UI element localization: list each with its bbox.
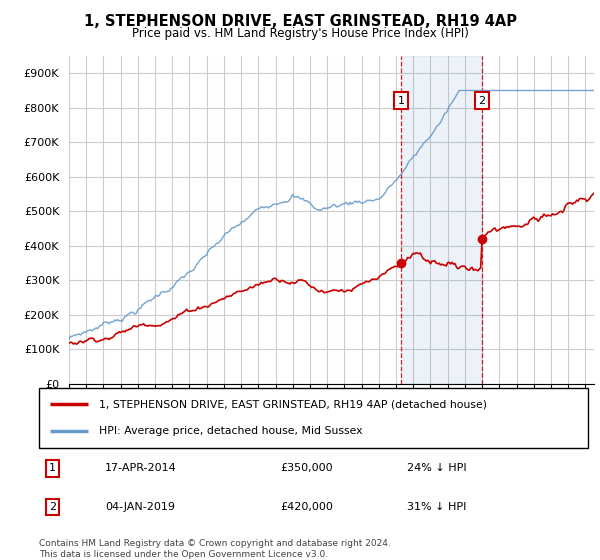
Text: 1, STEPHENSON DRIVE, EAST GRINSTEAD, RH19 4AP (detached house): 1, STEPHENSON DRIVE, EAST GRINSTEAD, RH1…	[100, 399, 487, 409]
Text: 04-JAN-2019: 04-JAN-2019	[105, 502, 175, 512]
Text: £350,000: £350,000	[281, 464, 333, 473]
Text: 2: 2	[479, 96, 485, 106]
Text: 1: 1	[49, 464, 56, 473]
Bar	[401, 56, 482, 384]
Text: Contains HM Land Registry data © Crown copyright and database right 2024.
This d: Contains HM Land Registry data © Crown c…	[39, 539, 391, 559]
Text: 1, STEPHENSON DRIVE, EAST GRINSTEAD, RH19 4AP: 1, STEPHENSON DRIVE, EAST GRINSTEAD, RH1…	[83, 14, 517, 29]
Text: 1: 1	[398, 96, 405, 106]
Text: 31% ↓ HPI: 31% ↓ HPI	[407, 502, 466, 512]
Text: Price paid vs. HM Land Registry's House Price Index (HPI): Price paid vs. HM Land Registry's House …	[131, 27, 469, 40]
Text: 17-APR-2014: 17-APR-2014	[105, 464, 176, 473]
Text: HPI: Average price, detached house, Mid Sussex: HPI: Average price, detached house, Mid …	[100, 426, 363, 436]
Text: 2: 2	[49, 502, 56, 512]
Text: 24% ↓ HPI: 24% ↓ HPI	[407, 464, 466, 473]
Text: £420,000: £420,000	[281, 502, 334, 512]
